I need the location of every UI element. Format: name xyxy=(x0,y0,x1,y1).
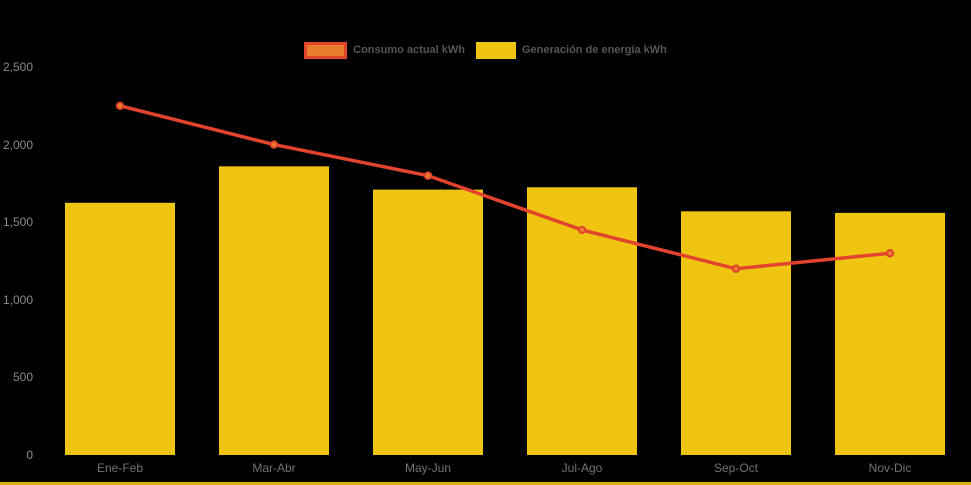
y-axis-tick-2,500: 2,500 xyxy=(2,60,33,74)
bar-May-Jun[interactable] xyxy=(373,189,483,455)
x-axis-label-Mar-Abr: Mar-Abr xyxy=(252,461,296,475)
x-axis-label-Nov-Dic: Nov-Dic xyxy=(868,461,912,475)
legend-label-generacion: Generación de energía kWh xyxy=(521,43,667,56)
legend-swatch-bar-icon xyxy=(475,41,516,59)
line-point-Ene-Feb[interactable] xyxy=(115,101,125,111)
line-point-May-Jun[interactable] xyxy=(423,171,433,180)
consumption-line xyxy=(119,104,891,271)
y-axis-tick-2,000: 2,000 xyxy=(2,137,33,152)
chart-legend: Consumo actual kWh Generación de energía… xyxy=(0,41,971,59)
bar-Ene-Feb[interactable] xyxy=(65,202,175,455)
bottom-accent-strip xyxy=(0,482,971,485)
x-axis-label-May-Jun: May-Jun xyxy=(404,461,451,475)
y-axis-tick-0: 0 xyxy=(26,448,33,462)
x-axis-label-Ene-Feb: Ene-Feb xyxy=(96,461,144,475)
line-point-Jul-Ago[interactable] xyxy=(577,225,587,235)
legend-item-consumo[interactable]: Consumo actual kWh xyxy=(304,41,465,59)
line-point-Sep-Oct[interactable] xyxy=(731,264,741,273)
legend-swatch-line-icon xyxy=(304,41,348,59)
x-axis-label-Sep-Oct: Sep-Oct xyxy=(713,461,758,475)
y-axis-tick-1,500: 1,500 xyxy=(2,215,33,230)
legend-label-consumo: Consumo actual kWh xyxy=(353,43,465,56)
bar-Sep-Oct[interactable] xyxy=(681,211,791,455)
line-point-Nov-Dic[interactable] xyxy=(885,249,895,258)
bar-Mar-Abr[interactable] xyxy=(219,166,329,455)
y-axis-tick-1,000: 1,000 xyxy=(2,292,33,307)
legend-item-generacion[interactable]: Generación de energía kWh xyxy=(475,41,667,59)
x-axis-label-Jul-Ago: Jul-Ago xyxy=(561,461,603,475)
y-axis-tick-500: 500 xyxy=(12,370,33,385)
line-point-Mar-Abr[interactable] xyxy=(269,140,279,149)
